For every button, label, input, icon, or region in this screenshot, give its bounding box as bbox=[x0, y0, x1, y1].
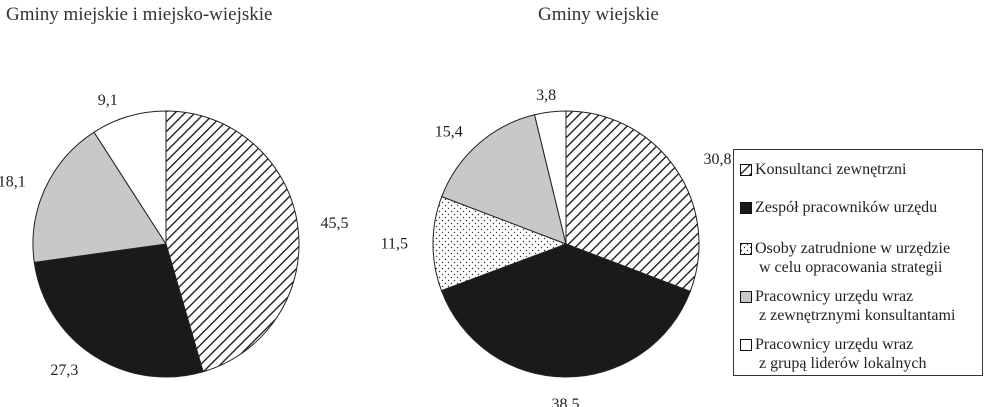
dotted-swatch-icon bbox=[740, 243, 752, 255]
pie-slice-hatch bbox=[165, 110, 300, 373]
legend-item-hired-staff: Osoby zatrudnione w urzędzie w celu opra… bbox=[740, 239, 982, 287]
white-swatch-icon bbox=[740, 339, 752, 351]
hatch-swatch-icon bbox=[740, 164, 752, 176]
slice-value-label: 18,1 bbox=[0, 173, 26, 190]
legend-label: Zespół pracowników urzędu bbox=[755, 199, 938, 216]
slice-value-label: 9,1 bbox=[98, 92, 118, 109]
slice-value-label: 3,8 bbox=[536, 87, 556, 104]
pie-slice-white bbox=[93, 110, 167, 246]
legend-label: Osoby zatrudnione w urzędzie w celu opra… bbox=[755, 240, 951, 276]
chart-title-urban: Gminy miejskie i miejsko-wiejskie bbox=[6, 4, 273, 25]
gray-swatch-icon bbox=[740, 291, 752, 303]
pie-slice-dots bbox=[432, 195, 568, 292]
legend-item-consultants: Konsultanci zewnętrzni bbox=[740, 160, 982, 198]
pie-slice-white bbox=[533, 110, 567, 245]
pie-slice-solid-dark bbox=[33, 243, 204, 378]
legend-item-staff-leaders: Pracownicy urzędu wraz z grupą liderów l… bbox=[740, 335, 982, 373]
legend-label: Konsultanci zewnętrzni bbox=[755, 161, 907, 178]
slice-value-label: 27,3 bbox=[50, 362, 78, 379]
legend: Konsultanci zewnętrzni Zespół pracownikó… bbox=[733, 149, 983, 376]
legend-label: Pracownicy urzędu wraz z grupą liderów l… bbox=[755, 336, 927, 372]
solid-dark-swatch-icon bbox=[740, 202, 752, 214]
pie-slice-hatch bbox=[565, 110, 700, 293]
pie-slice-solid-dark bbox=[440, 243, 691, 378]
slice-value-label: 38,5 bbox=[552, 396, 580, 407]
slice-value-label: 30,8 bbox=[704, 151, 732, 168]
chart-title-rural: Gminy wiejskie bbox=[538, 4, 659, 25]
slice-value-label: 45,5 bbox=[321, 215, 349, 232]
legend-item-staff-consultants: Pracownicy urzędu wraz z zewnętrznymi ko… bbox=[740, 287, 982, 335]
legend-item-staff-team: Zespół pracowników urzędu bbox=[740, 198, 982, 239]
slice-value-label: 15,4 bbox=[435, 123, 463, 140]
slice-value-label: 11,5 bbox=[381, 236, 408, 253]
pie-slice-solid-gray bbox=[441, 114, 567, 245]
legend-label: Pracownicy urzędu wraz z zewnętrznymi ko… bbox=[755, 288, 956, 324]
pie-slice-solid-gray bbox=[32, 131, 167, 263]
pie-rural: 30,8 38,5 11,5 15,4 3,8 bbox=[381, 87, 732, 407]
pie-urban: 45,5 27,3 18,1 9,1 bbox=[0, 92, 349, 379]
